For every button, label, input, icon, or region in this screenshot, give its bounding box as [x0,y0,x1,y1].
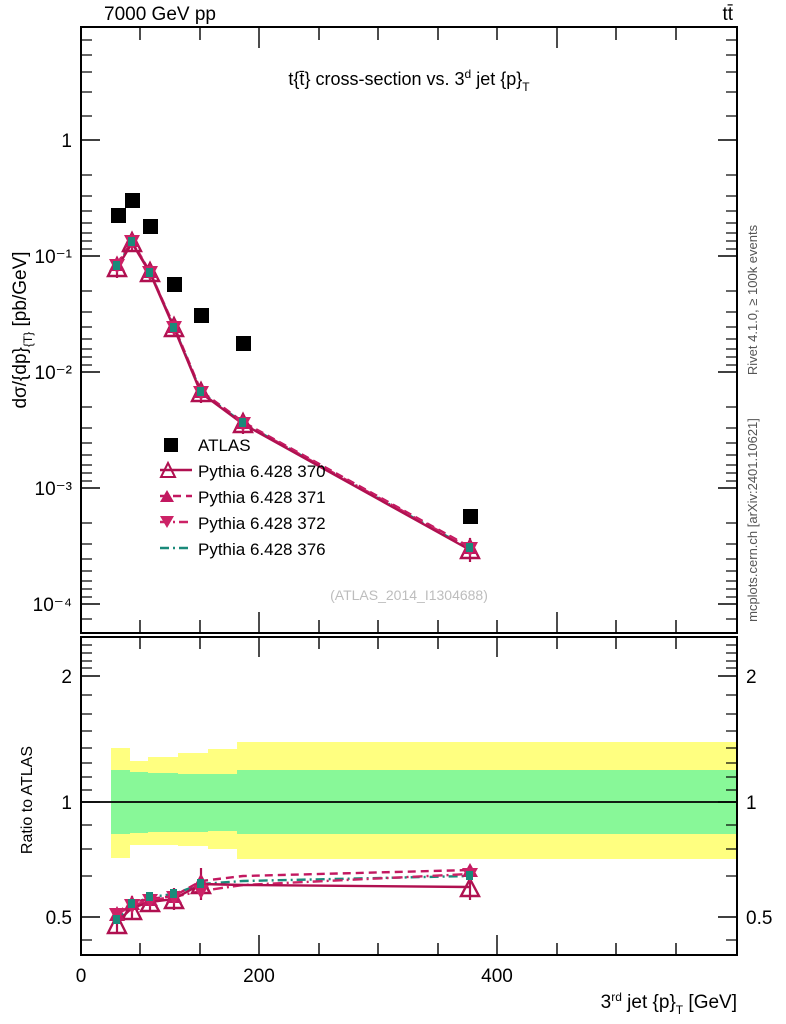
ratio-x-axis-ticks [80,637,677,955]
ratio-376-markers [113,871,473,924]
main-panel: 1 10⁻¹ 10⁻² 10⁻³ 10⁻⁴ t{t̄} cross-sectio… [33,26,738,634]
ratio-ticklabel-right-0: 2 [746,667,757,688]
y-axis-label-main: dσ/{dp} [10,347,31,408]
ratio-y-axis-label: Ratio to ATLAS [19,746,36,854]
legend-label-pythia-371: Pythia 6.428 371 [198,488,326,507]
main-y-axis-minor-ticks [81,39,737,620]
y-axis-label: dσ/{dp}{T} [pb/GeV] [10,251,35,408]
x-axis-label: 3rd jet {p}T [GeV] [601,990,737,1017]
y-ticklabel-2: 10⁻² [35,363,73,384]
ratio-panel: 2 1 0.5 2 1 0.5 [46,636,772,1017]
ratio-y-axis-ticks [81,675,737,918]
y-axis-label-sub: {T} [21,332,35,347]
header-right-process-label: tt̄ [722,4,733,25]
plot-title: t{t̄} cross-section vs. 3d jet {p}T [288,67,530,94]
x-ticklabel-1: 200 [243,966,275,987]
legend-item-pythia-370[interactable]: Pythia 6.428 370 [159,460,326,481]
side-label-rivet: Rivet 4.1.0, ≥ 100k events [745,224,760,375]
ratio-ticklabel-right-1: 1 [746,793,757,814]
legend-item-pythia-371[interactable]: Pythia 6.428 371 [160,488,326,507]
ratio-panel-data [82,742,736,935]
legend-marker-filled-triangle-down-icon [160,516,174,528]
series-376-markers [113,237,473,552]
analysis-watermark: (ATLAS_2014_I1304688) [330,587,488,603]
x-ticklabel-2: 400 [481,966,513,987]
main-panel-data [106,193,481,562]
ratio-y-axis-minor-ticks [81,644,737,941]
ratio-ticklabel-left-0: 2 [61,667,72,688]
main-panel-frame [80,26,738,634]
legend-marker-filled-triangle-up-icon [160,490,174,502]
y-ticklabel-1: 10⁻¹ [35,247,73,268]
y-ticklabel-4: 10⁻⁴ [33,595,72,616]
y-ticklabel-3: 10⁻³ [35,479,73,500]
y-axis-label-unit: [pb/GeV] [10,251,31,331]
main-y-axis-ticks [81,139,737,605]
legend: ATLAS Pythia 6.428 370 Pythia 6.428 371 … [159,436,326,559]
svg-text:dσ/{dp}{T} [pb/GeV]: dσ/{dp}{T} [pb/GeV] [10,251,35,408]
series-atlas-markers [111,193,478,524]
legend-item-pythia-372[interactable]: Pythia 6.428 372 [160,514,326,533]
legend-label-atlas: ATLAS [198,436,251,455]
legend-item-pythia-376[interactable]: Pythia 6.428 376 [160,540,326,559]
legend-label-pythia-376: Pythia 6.428 376 [198,540,326,559]
svg-text:Ratio to ATLAS: Ratio to ATLAS [19,746,36,854]
header-left-beam-label: 7000 GeV pp [104,4,216,25]
x-ticklabel-0: 0 [76,966,87,987]
legend-marker-open-triangle-up-icon [159,460,177,478]
y-ticklabel-0: 1 [61,131,72,152]
main-x-axis-ticks [139,27,677,633]
legend-marker-square-icon [164,438,178,452]
ratio-ticklabel-left-2: 0.5 [46,908,72,929]
ratio-ticklabel-right-2: 0.5 [746,908,772,929]
legend-label-pythia-372: Pythia 6.428 372 [198,514,326,533]
legend-item-atlas[interactable]: ATLAS [164,436,251,455]
legend-label-pythia-370: Pythia 6.428 370 [198,462,326,481]
side-label-mcplots: mcplots.cern.ch [arXiv:2401.10621] [745,418,760,622]
ratio-ticklabel-left-1: 1 [61,793,72,814]
